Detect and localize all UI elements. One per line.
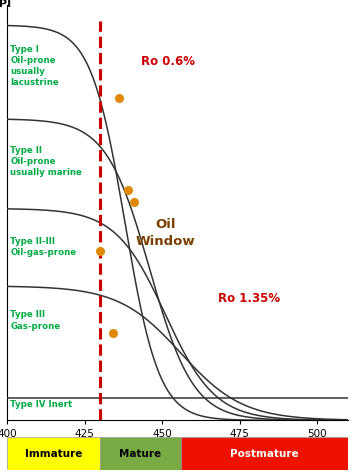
- Text: Mature: Mature: [119, 448, 162, 459]
- Text: Type I
Oil-prone
usually
lacustrine: Type I Oil-prone usually lacustrine: [10, 45, 59, 87]
- Bar: [100, 437, 181, 470]
- Bar: [7, 437, 100, 470]
- Text: Type IV Inert: Type IV Inert: [10, 400, 73, 409]
- Text: Oil
Window: Oil Window: [136, 218, 195, 248]
- Text: Postmature: Postmature: [230, 448, 299, 459]
- Bar: [181, 437, 348, 470]
- Text: Type II
Oil-prone
usually marine: Type II Oil-prone usually marine: [10, 146, 82, 177]
- Text: Type III
Gas-prone: Type III Gas-prone: [10, 311, 60, 331]
- Text: Immature: Immature: [25, 448, 82, 459]
- X-axis label: Tmax (°C): Tmax (°C): [166, 441, 231, 454]
- Text: Type II-III
Oil-gas-prone: Type II-III Oil-gas-prone: [10, 237, 76, 257]
- Text: Ro 0.6%: Ro 0.6%: [140, 55, 195, 68]
- Text: PI: PI: [0, 0, 12, 9]
- Text: Ro 1.35%: Ro 1.35%: [218, 292, 280, 304]
